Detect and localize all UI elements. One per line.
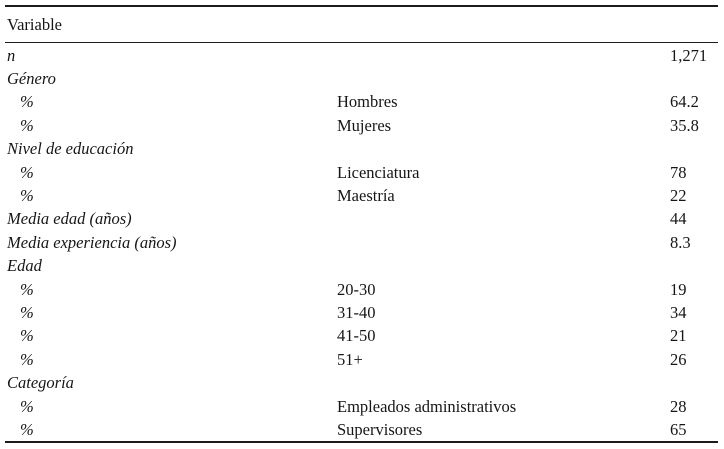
table-row: Media edad (años) 44 — [5, 208, 718, 231]
table-row: n 1,271 — [5, 44, 718, 67]
variable-cell: % — [20, 396, 34, 416]
value-cell: 34 — [670, 302, 687, 322]
table-row: % 51+ 26 — [5, 348, 718, 371]
variable-cell: % — [20, 326, 34, 346]
value-cell: 65 — [670, 419, 687, 439]
variable-cell: % — [20, 162, 34, 182]
variable-cell: % — [20, 92, 34, 112]
table-row: Nivel de educación — [5, 138, 718, 161]
variable-cell: % — [20, 279, 34, 299]
label-cell: 41-50 — [337, 326, 376, 346]
table-rule-top — [5, 5, 718, 7]
label-cell: 51+ — [337, 349, 363, 369]
table-row: Edad — [5, 255, 718, 278]
value-cell: 35.8 — [670, 115, 699, 135]
table-rule-header — [5, 42, 718, 44]
value-cell: 78 — [670, 162, 687, 182]
label-cell: Supervisores — [337, 419, 423, 439]
value-cell: 22 — [670, 186, 687, 206]
table-row: % 31-40 34 — [5, 301, 718, 324]
value-cell: 44 — [670, 209, 687, 229]
table-row: Categoría — [5, 371, 718, 394]
value-cell: 64.2 — [670, 92, 699, 112]
variable-cell: Género — [7, 69, 56, 89]
variable-cell: % — [20, 302, 34, 322]
variable-cell: % — [20, 115, 34, 135]
variable-cell: Media edad (años) — [7, 209, 132, 229]
table-row: % Supervisores 65 — [5, 418, 718, 441]
variable-cell: Nivel de educación — [7, 139, 134, 159]
table-row: Género — [5, 67, 718, 90]
table-row: % Mujeres 35.8 — [5, 114, 718, 137]
variable-cell: % — [20, 349, 34, 369]
label-cell: Maestría — [337, 186, 395, 206]
label-cell: Licenciatura — [337, 162, 420, 182]
table-row: % 41-50 21 — [5, 325, 718, 348]
column-header-variable: Variable — [7, 14, 62, 34]
value-cell: 1,271 — [670, 45, 708, 65]
variable-cell: Categoría — [7, 373, 74, 393]
variable-cell: % — [20, 186, 34, 206]
label-cell: 31-40 — [337, 302, 376, 322]
variable-cell: Media experiencia (años) — [7, 232, 177, 252]
label-cell: Empleados administrativos — [337, 396, 517, 416]
value-cell: 21 — [670, 326, 687, 346]
variable-cell: Edad — [7, 256, 42, 276]
label-cell: Mujeres — [337, 115, 392, 135]
table-rule-bottom — [5, 441, 718, 443]
table-row: % Empleados administrativos 28 — [5, 395, 718, 418]
table-row: % Hombres 64.2 — [5, 91, 718, 114]
value-cell: 28 — [670, 396, 687, 416]
table-row: Media experiencia (años) 8.3 — [5, 231, 718, 254]
variable-cell: n — [7, 45, 16, 65]
table-row: % 20-30 19 — [5, 278, 718, 301]
value-cell: 26 — [670, 349, 687, 369]
table-header-row: Variable — [5, 7, 718, 42]
table-body: n 1,271 Género % Hombres 64.2 % Mujeres … — [5, 44, 718, 442]
label-cell: 20-30 — [337, 279, 376, 299]
label-cell: Hombres — [337, 92, 398, 112]
value-cell: 8.3 — [670, 232, 691, 252]
table-row: % Maestría 22 — [5, 184, 718, 207]
variable-cell: % — [20, 419, 34, 439]
value-cell: 19 — [670, 279, 687, 299]
table-row: % Licenciatura 78 — [5, 161, 718, 184]
